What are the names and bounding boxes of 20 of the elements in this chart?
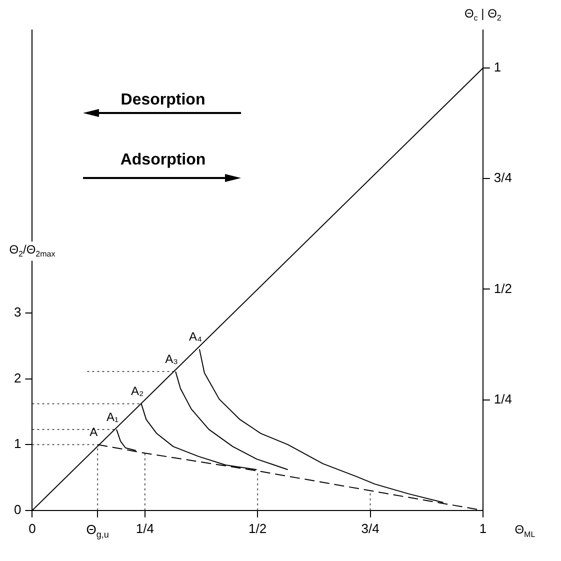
annotation: Desorption xyxy=(120,91,206,108)
annotation: A₂ xyxy=(130,384,144,398)
x-tick-label: 0 xyxy=(28,520,36,536)
y2-tick-label: 3/4 xyxy=(494,170,512,186)
x-tick-label: 1/2 xyxy=(248,520,267,536)
annotation: A₃ xyxy=(165,352,178,366)
annotation: A xyxy=(90,424,98,439)
annotation: A₁ xyxy=(106,410,119,424)
y-tick-label: 1 xyxy=(14,436,22,452)
x-tick-label: 1 xyxy=(479,520,487,536)
annotation: A₄ xyxy=(188,329,202,344)
y-tick-label: 0 xyxy=(14,502,22,517)
x-tick-label: 1/4 xyxy=(136,520,154,536)
y2-tick-label: 1/2 xyxy=(494,280,512,296)
y-tick-label: 3 xyxy=(14,304,22,320)
annotation: Adsorption xyxy=(120,151,206,168)
y2-tick-label: 1/4 xyxy=(494,391,512,406)
y2-tick-label: 1 xyxy=(494,60,502,75)
y-tick-label: 2 xyxy=(14,370,22,386)
x-tick-label: 3/4 xyxy=(361,520,380,536)
